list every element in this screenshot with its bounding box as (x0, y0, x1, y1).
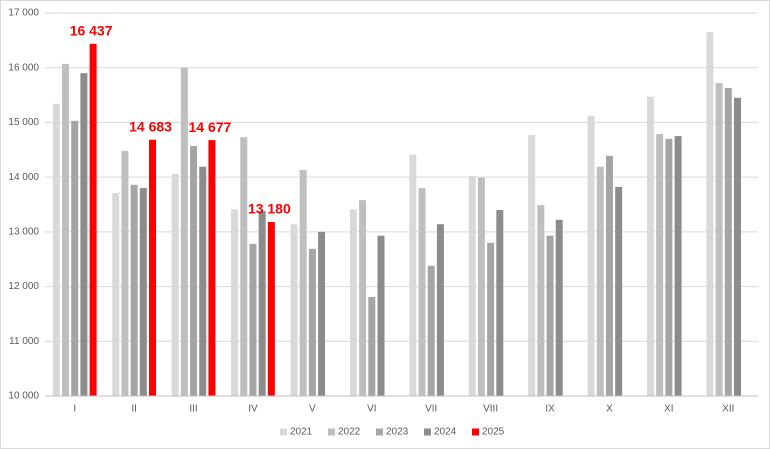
bar (139, 188, 147, 396)
bar (596, 166, 604, 396)
bar (615, 186, 623, 396)
bar (605, 155, 613, 396)
bar (724, 87, 732, 397)
value-label: 16 437 (70, 23, 113, 39)
bar (368, 296, 376, 396)
y-tick-label: 12 000 (8, 281, 39, 292)
x-tick-label: II (131, 404, 137, 415)
bar (318, 231, 326, 396)
bar (349, 209, 357, 396)
y-tick-label: 11 000 (9, 336, 39, 347)
bar (674, 136, 682, 396)
bar (468, 176, 476, 396)
bar (436, 224, 444, 396)
x-tick-label: XII (722, 404, 734, 415)
bar (359, 200, 367, 396)
bar (546, 235, 554, 396)
bar (665, 138, 673, 397)
bar (231, 209, 239, 396)
bar (199, 166, 207, 396)
bar (487, 242, 495, 396)
bar (496, 209, 504, 396)
bar (427, 265, 435, 396)
bar (706, 32, 714, 397)
bar (240, 137, 248, 397)
y-tick-label: 10 000 (8, 391, 39, 402)
x-tick-label: X (606, 404, 613, 415)
bar (267, 222, 275, 396)
bar (112, 193, 120, 396)
bar (149, 139, 157, 396)
legend-label: 2021 (290, 427, 313, 438)
legend-label: 2023 (386, 427, 409, 438)
x-tick-label: IV (248, 404, 258, 415)
legend-swatch (376, 428, 383, 436)
bar (52, 103, 60, 396)
bar (299, 170, 307, 396)
x-tick-label: IX (545, 404, 555, 415)
bar (715, 83, 723, 396)
bar (537, 205, 545, 396)
bar (656, 133, 664, 396)
bar (290, 224, 298, 396)
bar (409, 154, 417, 396)
y-tick-label: 17 000 (8, 8, 39, 19)
x-tick-label: III (189, 404, 197, 415)
y-tick-label: 14 000 (8, 172, 39, 183)
bar (477, 177, 485, 396)
bar (418, 188, 426, 396)
value-label: 14 677 (189, 119, 232, 135)
bar (180, 67, 188, 396)
x-tick-label: V (309, 404, 316, 415)
legend-label: 2025 (482, 427, 505, 438)
x-tick-label: VII (425, 404, 437, 415)
value-label: 14 683 (129, 118, 172, 134)
bar (528, 135, 536, 396)
bar (249, 243, 257, 396)
bar (308, 248, 316, 396)
bar (377, 235, 385, 396)
legend-label: 2024 (434, 427, 457, 438)
legend-swatch (328, 428, 335, 436)
legend-label: 2022 (338, 427, 361, 438)
x-tick-label: VIII (483, 404, 498, 415)
x-tick-label: I (73, 404, 76, 415)
bar (62, 63, 70, 397)
bar (171, 173, 179, 396)
bar (646, 96, 654, 396)
bar (71, 120, 79, 396)
bar (208, 140, 216, 396)
bar (258, 211, 266, 396)
bar (89, 43, 97, 397)
bar (733, 97, 741, 397)
x-tick-label: VI (367, 404, 376, 415)
y-tick-label: 16 000 (8, 62, 39, 73)
x-tick-label: XI (664, 404, 673, 415)
y-tick-label: 15 000 (8, 117, 39, 128)
legend-swatch (472, 428, 479, 436)
legend-swatch (424, 428, 431, 436)
bar (130, 184, 138, 396)
y-tick-label: 13 000 (8, 226, 39, 237)
bar (555, 219, 563, 396)
bar (587, 115, 595, 396)
bar (190, 145, 198, 396)
bar (80, 73, 88, 396)
value-label: 13 180 (248, 201, 291, 217)
bar (121, 150, 129, 396)
legend-swatch (280, 428, 287, 436)
